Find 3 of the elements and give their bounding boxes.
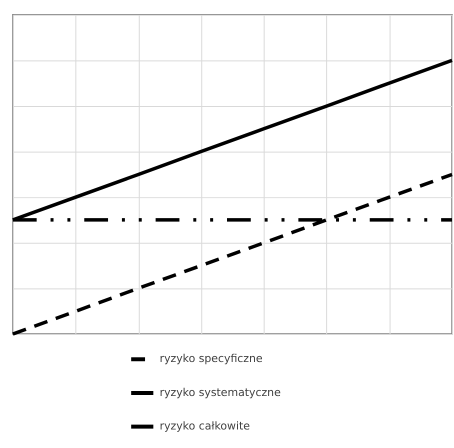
legend-label: ryzyko całkowite <box>160 420 250 433</box>
legend-label: ryzyko systematyczne <box>160 386 282 399</box>
legend-label: ryzyko specyficzne <box>160 352 263 366</box>
